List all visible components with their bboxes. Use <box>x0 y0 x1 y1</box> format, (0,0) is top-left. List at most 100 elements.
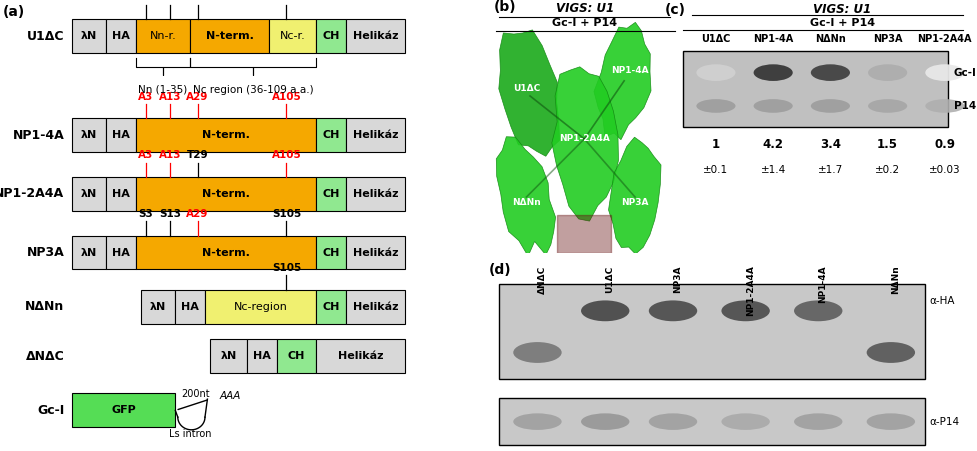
Text: 4.2: 4.2 <box>762 138 783 151</box>
Text: Helikáz: Helikáz <box>353 31 398 41</box>
Text: CH: CH <box>287 351 305 361</box>
Bar <box>71 119 106 152</box>
Text: ±0.1: ±0.1 <box>702 165 728 175</box>
Ellipse shape <box>866 414 914 430</box>
Polygon shape <box>608 137 660 254</box>
Bar <box>71 235 106 269</box>
Text: VIGS: U1: VIGS: U1 <box>813 3 871 16</box>
Text: 1: 1 <box>711 138 719 151</box>
Text: λN: λN <box>149 302 166 312</box>
Text: A105: A105 <box>272 92 301 102</box>
Text: N-term.: N-term. <box>205 31 253 41</box>
Ellipse shape <box>924 64 963 81</box>
Ellipse shape <box>513 414 561 430</box>
Polygon shape <box>551 67 617 221</box>
Ellipse shape <box>810 64 849 81</box>
Text: S3: S3 <box>138 209 153 219</box>
Text: U1ΔC: U1ΔC <box>605 265 614 293</box>
Bar <box>106 177 136 211</box>
Text: HA: HA <box>253 351 271 361</box>
Text: NP1-2A4A: NP1-2A4A <box>558 134 610 143</box>
Text: NP3A: NP3A <box>672 265 681 293</box>
Bar <box>346 119 404 152</box>
Text: U1ΔC: U1ΔC <box>701 34 730 44</box>
Text: λN: λN <box>81 130 97 140</box>
Text: λN: λN <box>81 248 97 258</box>
Text: α-P14: α-P14 <box>928 417 958 427</box>
Text: 3.4: 3.4 <box>819 138 840 151</box>
Bar <box>71 19 106 53</box>
Text: S105: S105 <box>272 209 301 219</box>
Text: NP1-2A4A: NP1-2A4A <box>916 34 971 44</box>
Bar <box>316 235 346 269</box>
Ellipse shape <box>866 342 914 363</box>
Ellipse shape <box>868 64 907 81</box>
Text: A105: A105 <box>272 150 301 161</box>
Ellipse shape <box>721 300 769 321</box>
Text: λN: λN <box>81 31 97 41</box>
Bar <box>346 290 404 324</box>
Ellipse shape <box>793 300 841 321</box>
Text: VIGS: U1: VIGS: U1 <box>555 2 614 15</box>
Bar <box>141 290 175 324</box>
Text: Nc-r.: Nc-r. <box>279 31 305 41</box>
Text: NP3A: NP3A <box>620 198 648 207</box>
Text: HA: HA <box>112 130 130 140</box>
Ellipse shape <box>810 99 849 113</box>
Text: ΔNΔC: ΔNΔC <box>25 350 64 363</box>
Text: Gc-I + P14: Gc-I + P14 <box>552 18 616 28</box>
Text: NP1-4A: NP1-4A <box>13 129 64 142</box>
Text: NP3A: NP3A <box>26 246 64 259</box>
Text: CH: CH <box>321 248 339 258</box>
Text: Gc-I + P14: Gc-I + P14 <box>809 18 874 28</box>
Text: ±1.7: ±1.7 <box>817 165 842 175</box>
Text: S13: S13 <box>159 0 181 2</box>
Bar <box>210 339 246 373</box>
Text: S3: S3 <box>138 0 153 2</box>
Text: NΔNn: NΔNn <box>512 198 540 207</box>
Text: Nn-r.: Nn-r. <box>149 31 176 41</box>
Text: Helikáz: Helikáz <box>353 248 398 258</box>
Text: HA: HA <box>112 31 130 41</box>
Bar <box>346 235 404 269</box>
Bar <box>106 235 136 269</box>
Text: NΔNn: NΔNn <box>25 300 64 313</box>
Ellipse shape <box>696 64 735 81</box>
Text: N-term.: N-term. <box>202 130 250 140</box>
Text: Ls intron: Ls intron <box>169 429 211 439</box>
Bar <box>276 339 316 373</box>
Bar <box>71 393 175 428</box>
Polygon shape <box>498 30 559 156</box>
Text: NΔNn: NΔNn <box>890 265 899 294</box>
Text: CH: CH <box>321 130 339 140</box>
Bar <box>682 51 947 127</box>
Text: NP1-2A4A: NP1-2A4A <box>0 188 64 200</box>
Ellipse shape <box>648 300 697 321</box>
Text: NP1-4A: NP1-4A <box>752 34 792 44</box>
Text: N-term.: N-term. <box>202 189 250 199</box>
Text: A13: A13 <box>159 92 182 102</box>
Text: T29: T29 <box>187 150 208 161</box>
Text: λN: λN <box>220 351 236 361</box>
Bar <box>316 339 404 373</box>
Text: 0.9: 0.9 <box>933 138 955 151</box>
Text: NP3A: NP3A <box>872 34 902 44</box>
Text: S13: S13 <box>159 209 181 219</box>
Polygon shape <box>593 23 651 140</box>
Ellipse shape <box>793 414 841 430</box>
Text: NP1-4A: NP1-4A <box>611 66 648 75</box>
Bar <box>106 119 136 152</box>
Text: (b): (b) <box>493 0 516 14</box>
Ellipse shape <box>580 414 629 430</box>
Bar <box>136 119 316 152</box>
Text: ±1.4: ±1.4 <box>760 165 785 175</box>
Text: Helikáz: Helikáz <box>337 351 383 361</box>
Ellipse shape <box>721 414 769 430</box>
Text: 1.5: 1.5 <box>876 138 897 151</box>
Bar <box>136 235 316 269</box>
Text: N-term.: N-term. <box>202 248 250 258</box>
Bar <box>316 290 346 324</box>
Polygon shape <box>495 137 555 256</box>
Text: CH: CH <box>321 189 339 199</box>
Text: Helikáz: Helikáz <box>353 302 398 312</box>
